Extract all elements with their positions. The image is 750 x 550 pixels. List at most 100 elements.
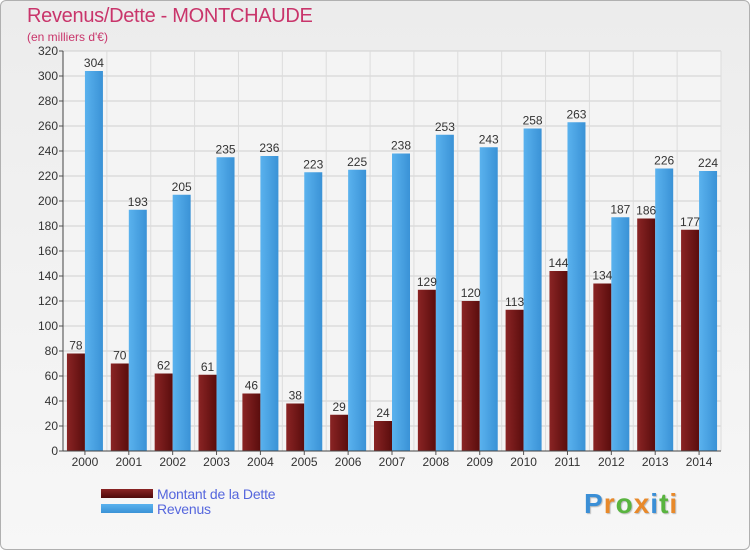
logo-letter: x xyxy=(633,488,651,519)
bar-dette xyxy=(593,283,612,451)
value-label-dette: 177 xyxy=(680,215,700,229)
value-label-dette: 46 xyxy=(245,379,259,393)
bar-revenus xyxy=(128,209,147,451)
logo-letter: o xyxy=(615,488,634,519)
x-tick-label: 2007 xyxy=(379,455,406,469)
y-tick-label: 140 xyxy=(38,269,58,283)
y-tick-label: 260 xyxy=(38,119,58,133)
bar-revenus xyxy=(699,171,718,451)
x-tick-label: 2012 xyxy=(598,455,625,469)
y-tick-label: 0 xyxy=(51,444,58,458)
y-tick-label: 280 xyxy=(38,94,58,108)
y-tick-label: 180 xyxy=(38,219,58,233)
y-tick-label: 60 xyxy=(45,369,59,383)
legend-label-revenus: Revenus xyxy=(157,500,211,517)
y-tick-label: 300 xyxy=(38,69,58,83)
logo-letter: P xyxy=(584,488,604,519)
bar-dette xyxy=(374,421,392,451)
y-tick-label: 40 xyxy=(45,394,59,408)
bar-dette xyxy=(154,373,173,451)
bar-dette xyxy=(66,353,85,451)
legend: Montant de la Dette Revenus xyxy=(101,486,276,517)
y-tick-label: 220 xyxy=(38,169,58,183)
bar-revenus xyxy=(567,122,586,451)
bar-revenus xyxy=(84,71,103,451)
legend-item-debt: Montant de la Dette xyxy=(101,486,276,502)
logo-letter: r xyxy=(603,488,616,519)
y-tick-label: 200 xyxy=(38,194,58,208)
bar-dette xyxy=(637,218,656,451)
x-tick-label: 2011 xyxy=(555,455,581,469)
bar-dette xyxy=(198,374,217,451)
value-label-revenus: 205 xyxy=(172,180,192,194)
bar-revenus xyxy=(392,153,410,451)
bar-dette xyxy=(505,309,524,451)
value-label-dette: 70 xyxy=(113,349,127,363)
value-label-dette: 134 xyxy=(592,269,612,283)
bar-revenus xyxy=(260,156,279,451)
value-label-dette: 78 xyxy=(69,339,83,353)
bar-dette xyxy=(681,229,700,451)
x-tick-label: 2003 xyxy=(203,455,230,469)
value-label-revenus: 235 xyxy=(216,142,236,156)
value-label-dette: 129 xyxy=(417,275,437,289)
value-label-dette: 62 xyxy=(157,359,171,373)
value-label-revenus: 225 xyxy=(347,155,367,169)
value-label-dette: 113 xyxy=(505,295,524,309)
legend-item-revenus: Revenus xyxy=(101,500,275,517)
y-tick-label: 100 xyxy=(38,319,58,333)
value-label-revenus: 238 xyxy=(391,139,411,153)
x-tick-label: 2001 xyxy=(115,455,142,469)
value-label-revenus: 226 xyxy=(654,154,674,168)
value-label-dette: 24 xyxy=(376,406,390,420)
y-tick-label: 80 xyxy=(45,344,59,358)
x-tick-label: 2009 xyxy=(466,455,493,469)
bar-revenus xyxy=(479,147,498,451)
x-tick-label: 2014 xyxy=(686,455,713,469)
bar-dette xyxy=(549,271,568,451)
x-tick-label: 2000 xyxy=(72,455,99,469)
value-label-revenus: 224 xyxy=(698,156,718,170)
x-tick-label: 2008 xyxy=(423,455,450,469)
bar-revenus xyxy=(435,134,454,451)
chart-subtitle: (en milliers d'€) xyxy=(27,30,108,44)
bar-dette xyxy=(242,393,261,451)
logo-letter: i xyxy=(669,488,679,519)
value-label-revenus: 263 xyxy=(566,107,586,121)
y-tick-label: 120 xyxy=(38,294,58,308)
value-label-revenus: 243 xyxy=(479,132,499,146)
x-tick-label: 2010 xyxy=(510,455,537,469)
bar-dette xyxy=(330,414,349,451)
bar-revenus xyxy=(348,169,367,451)
y-tick-label: 240 xyxy=(38,144,58,158)
chart-title: Revenus/Dette - MONTCHAUDE xyxy=(27,5,313,27)
bar-revenus xyxy=(523,128,542,451)
value-label-dette: 38 xyxy=(289,389,303,403)
legend-swatch-revenus xyxy=(101,504,153,513)
y-tick-label: 320 xyxy=(38,44,58,58)
bar-revenus xyxy=(655,168,674,451)
bar-dette xyxy=(417,289,436,451)
value-label-revenus: 258 xyxy=(523,114,543,128)
value-label-dette: 120 xyxy=(461,286,481,300)
value-label-revenus: 236 xyxy=(259,141,279,155)
bar-dette xyxy=(110,363,129,451)
bar-dette xyxy=(461,301,480,451)
logo-letter: i xyxy=(650,488,660,519)
value-label-revenus: 304 xyxy=(84,56,104,70)
legend-swatch-debt xyxy=(101,489,153,498)
logo-letter: t xyxy=(659,488,670,519)
bar-dette xyxy=(286,403,305,451)
bar-revenus xyxy=(611,217,630,451)
bar-revenus xyxy=(172,194,191,451)
value-label-revenus: 253 xyxy=(435,120,455,134)
bar-revenus xyxy=(216,157,235,451)
proxiti-logo: Proxiti xyxy=(584,488,678,520)
value-label-revenus: 187 xyxy=(610,202,630,216)
x-tick-label: 2013 xyxy=(642,455,669,469)
x-tick-label: 2004 xyxy=(247,455,274,469)
bar-revenus xyxy=(304,172,323,451)
value-label-revenus: 223 xyxy=(303,157,323,171)
